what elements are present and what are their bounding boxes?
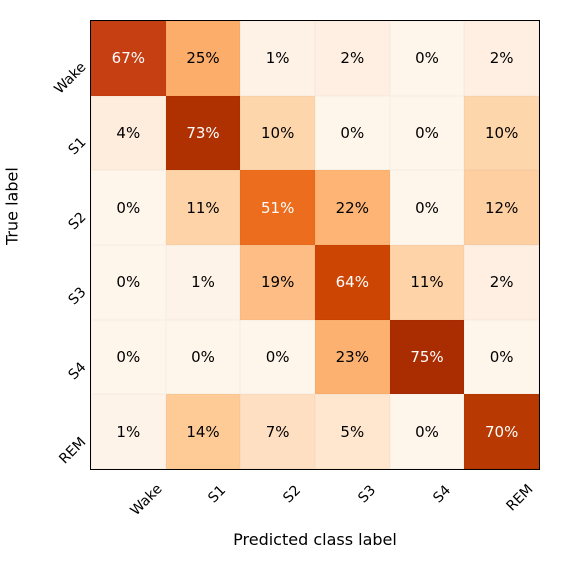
ytick-s4: S4 xyxy=(66,359,90,383)
heatmap-cell: 0% xyxy=(240,320,315,395)
x-axis-title: Predicted class label xyxy=(90,530,540,549)
heatmap-cell: 0% xyxy=(390,96,465,171)
heatmap-cell: 0% xyxy=(315,96,390,171)
heatmap-cell: 0% xyxy=(91,170,166,245)
heatmap-cell: 51% xyxy=(240,170,315,245)
xtick-wake: Wake xyxy=(133,465,171,503)
heatmap-cell: 11% xyxy=(166,170,241,245)
heatmap-cell: 2% xyxy=(315,21,390,96)
xtick-s3: S3 xyxy=(355,472,379,496)
heatmap-cell: 19% xyxy=(240,245,315,320)
heatmap-cell: 67% xyxy=(91,21,166,96)
ytick-s3: S3 xyxy=(66,284,90,308)
heatmap-cell: 10% xyxy=(464,96,539,171)
heatmap-cell: 2% xyxy=(464,21,539,96)
ytick-s2: S2 xyxy=(66,209,90,233)
heatmap-cell: 0% xyxy=(390,170,465,245)
confusion-matrix-heatmap: 67%25%1%2%0%2%4%73%10%0%0%10%0%11%51%22%… xyxy=(90,20,540,470)
heatmap-cell: 0% xyxy=(464,320,539,395)
heatmap-container: 67%25%1%2%0%2%4%73%10%0%0%10%0%11%51%22%… xyxy=(90,20,540,470)
heatmap-cell: 12% xyxy=(464,170,539,245)
heatmap-cell: 22% xyxy=(315,170,390,245)
heatmap-cell: 4% xyxy=(91,96,166,171)
heatmap-cell: 0% xyxy=(390,394,465,469)
ytick-rem: REM xyxy=(57,434,90,467)
y-axis-title: True label xyxy=(3,167,22,245)
heatmap-cell: 1% xyxy=(240,21,315,96)
ytick-s1: S1 xyxy=(66,134,90,158)
xtick-s2: S2 xyxy=(280,472,304,496)
heatmap-cell: 1% xyxy=(166,245,241,320)
heatmap-cell: 14% xyxy=(166,394,241,469)
heatmap-cell: 1% xyxy=(91,394,166,469)
ytick-wake: Wake xyxy=(52,59,90,97)
xtick-s4: S4 xyxy=(430,472,454,496)
heatmap-cell: 10% xyxy=(240,96,315,171)
heatmap-cell: 2% xyxy=(464,245,539,320)
heatmap-cell: 0% xyxy=(166,320,241,395)
heatmap-cell: 70% xyxy=(464,394,539,469)
heatmap-cell: 64% xyxy=(315,245,390,320)
heatmap-cell: 73% xyxy=(166,96,241,171)
heatmap-cell: 25% xyxy=(166,21,241,96)
heatmap-cell: 23% xyxy=(315,320,390,395)
heatmap-cell: 11% xyxy=(390,245,465,320)
heatmap-cell: 0% xyxy=(91,245,166,320)
xtick-s1: S1 xyxy=(205,472,229,496)
heatmap-cell: 0% xyxy=(390,21,465,96)
xtick-rem: REM xyxy=(506,467,539,500)
heatmap-cell: 0% xyxy=(91,320,166,395)
heatmap-cell: 7% xyxy=(240,394,315,469)
heatmap-cell: 5% xyxy=(315,394,390,469)
heatmap-cell: 75% xyxy=(390,320,465,395)
